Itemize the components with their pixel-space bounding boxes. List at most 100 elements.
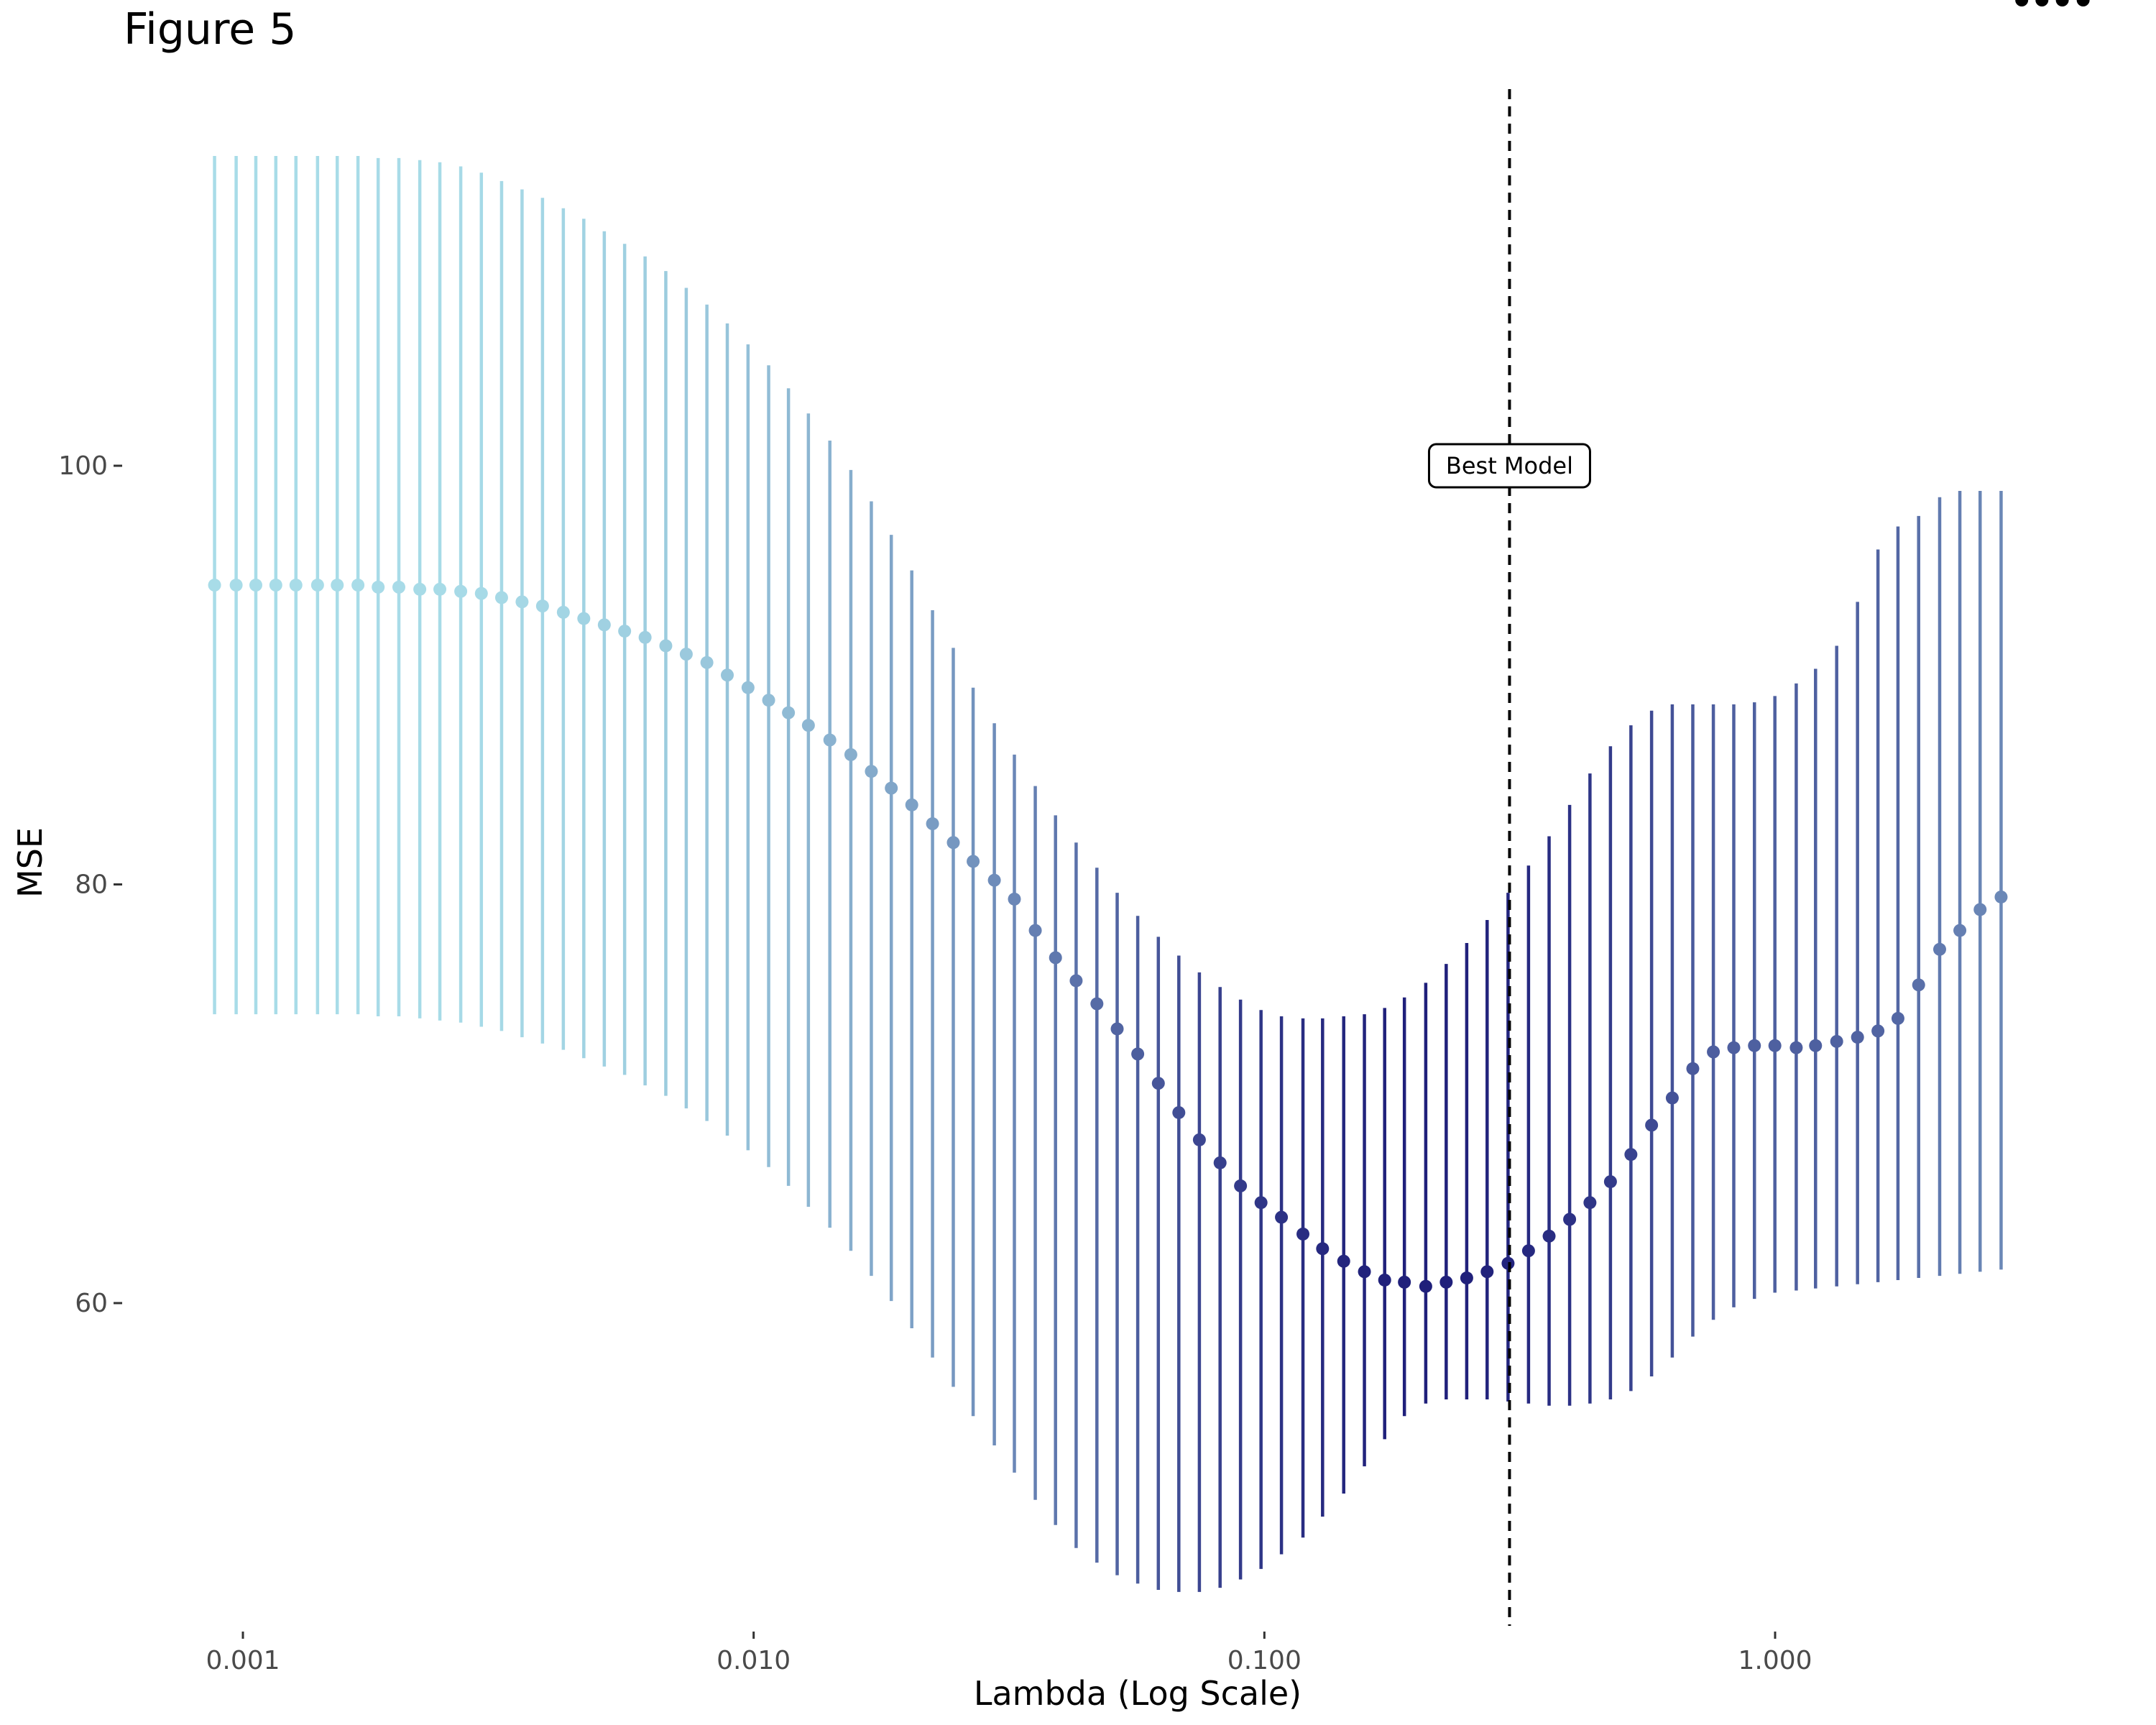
- mse-point: [1358, 1265, 1371, 1279]
- x-axis-title: Lambda (Log Scale): [974, 1674, 1302, 1713]
- mse-point: [1172, 1105, 1186, 1119]
- mse-point: [1049, 951, 1062, 965]
- mse-point: [269, 579, 282, 592]
- mse-point: [946, 836, 960, 850]
- x-tick-label: 0.001: [206, 1646, 280, 1675]
- mse-point: [1789, 1041, 1803, 1054]
- mse-point: [1809, 1039, 1823, 1052]
- mse-point: [1501, 1256, 1515, 1270]
- mse-point: [2055, 0, 2069, 6]
- mse-point: [801, 719, 815, 732]
- mse-point: [1583, 1196, 1597, 1210]
- mse-point: [1378, 1273, 1391, 1287]
- mse-point: [987, 873, 1001, 887]
- mse-point: [535, 599, 549, 613]
- y-tick-label: 60: [75, 1289, 108, 1318]
- mse-point: [1419, 1279, 1432, 1293]
- mse-point: [1686, 1062, 1700, 1075]
- x-tick-label: 0.100: [1227, 1646, 1302, 1675]
- mse-point: [1665, 1091, 1679, 1105]
- mse-point: [515, 595, 529, 609]
- mse-point: [229, 579, 243, 592]
- mse-point: [433, 582, 447, 596]
- mse-point: [782, 706, 796, 719]
- mse-point: [1028, 924, 1042, 937]
- mse-point: [1337, 1254, 1350, 1268]
- mse-point: [1645, 1118, 1659, 1132]
- y-tick-label: 80: [75, 870, 108, 900]
- mse-point: [741, 681, 755, 694]
- mse-point: [721, 668, 734, 682]
- mse-point: [844, 748, 857, 761]
- mse-point: [392, 580, 406, 594]
- chart-title: Figure 5: [124, 4, 297, 55]
- mse-point: [597, 618, 611, 632]
- mse-point: [618, 625, 632, 638]
- mse-point: [249, 579, 262, 592]
- mse-point: [1316, 1242, 1330, 1256]
- mse-point: [1069, 974, 1083, 988]
- mse-point: [1439, 1275, 1453, 1289]
- annotation-box: [1427, 443, 1591, 489]
- mse-point: [1932, 942, 1946, 956]
- mse-point: [967, 855, 980, 868]
- mse-point: [556, 605, 570, 619]
- annotation-layer: Best Model: [1427, 443, 1591, 489]
- mse-point: [1891, 1011, 1904, 1025]
- mse-point: [1563, 1213, 1577, 1226]
- mse-point: [1603, 1175, 1617, 1189]
- mse-point: [1851, 1031, 1864, 1044]
- mse-point: [1727, 1041, 1741, 1054]
- mse-point: [1953, 924, 1967, 937]
- mse-point: [1460, 1271, 1473, 1285]
- y-tick-label: 100: [58, 451, 108, 481]
- mse-point: [2076, 0, 2090, 6]
- mse-point: [1398, 1275, 1411, 1289]
- annotation-label: Best Model: [1446, 452, 1573, 479]
- mse-point: [659, 639, 673, 653]
- mse-point: [1254, 1196, 1268, 1210]
- points-layer: [208, 0, 2090, 1293]
- mse-point: [454, 584, 468, 598]
- mse-point: [679, 648, 693, 661]
- mse-point: [926, 817, 939, 831]
- mse-point: [1912, 978, 1925, 992]
- mse-point: [638, 630, 652, 644]
- mse-point: [1192, 1133, 1206, 1146]
- mse-point: [885, 781, 898, 795]
- mse-point: [1131, 1047, 1145, 1061]
- x-axis: 0.001 0.010 0.100 1.000: [206, 1632, 1812, 1675]
- mse-point: [1275, 1210, 1289, 1224]
- mse-point: [1830, 1034, 1843, 1048]
- mse-point: [905, 798, 918, 811]
- mse-point: [1213, 1156, 1227, 1169]
- y-axis-title: MSE: [11, 827, 50, 898]
- mse-point: [1296, 1227, 1310, 1241]
- mse-point: [1768, 1039, 1782, 1052]
- mse-point: [762, 694, 775, 707]
- mse-point: [494, 591, 508, 604]
- mse-point: [865, 765, 878, 778]
- mse-point: [823, 733, 837, 747]
- mse-point: [2015, 0, 2029, 6]
- mse-point: [1871, 1024, 1885, 1038]
- mse-point: [372, 580, 385, 594]
- mse-point: [208, 579, 221, 592]
- x-tick-label: 1.000: [1738, 1646, 1812, 1675]
- mse-point: [1973, 903, 1987, 916]
- error-bars-layer: [213, 155, 2003, 1592]
- mse-point: [310, 579, 324, 592]
- mse-point: [1748, 1039, 1761, 1052]
- mse-point: [1542, 1229, 1556, 1243]
- mse-point: [474, 586, 488, 600]
- mse-point: [577, 612, 591, 625]
- mse-point: [1707, 1045, 1720, 1059]
- mse-point: [1994, 890, 2008, 903]
- mse-point: [2035, 0, 2049, 6]
- mse-point: [700, 656, 714, 669]
- mse-point: [289, 579, 303, 592]
- mse-point: [1480, 1265, 1494, 1279]
- mse-point: [331, 579, 344, 592]
- mse-point: [1234, 1179, 1248, 1192]
